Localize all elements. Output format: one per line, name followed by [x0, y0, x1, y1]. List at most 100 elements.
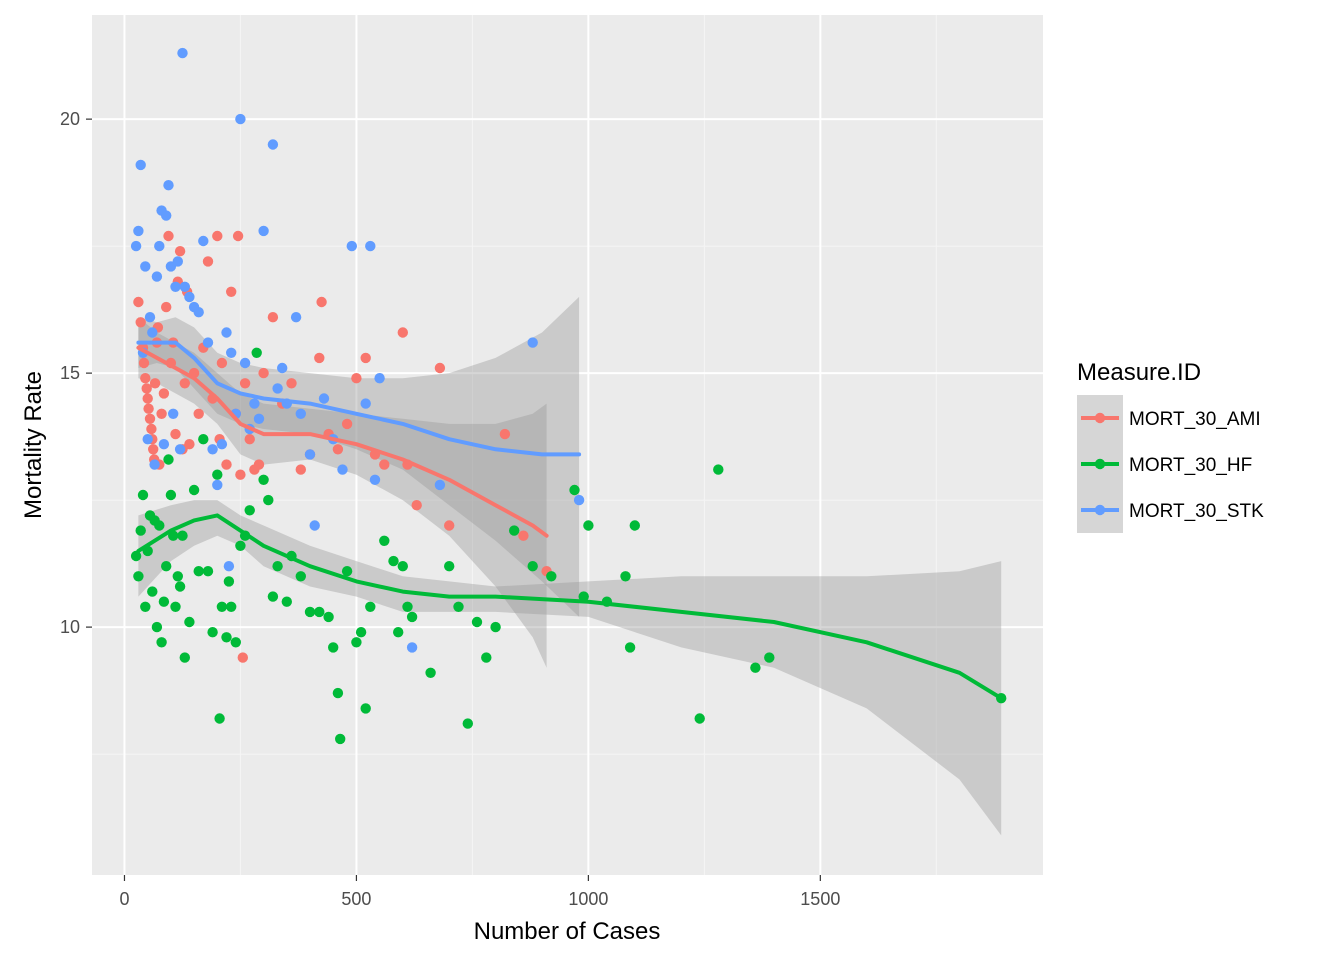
data-point-mort-30-hf [490, 621, 501, 633]
data-point-mort-30-stk [154, 240, 165, 252]
smooth-line-mort-30-hf [136, 513, 1004, 701]
data-point-mort-30-ami [221, 459, 232, 470]
data-point-mort-30-ami [161, 301, 172, 313]
data-point-mort-30-stk [184, 291, 195, 303]
data-point-mort-30-stk [406, 642, 418, 653]
data-point-mort-30-hf [332, 687, 344, 699]
data-point-mort-30-hf [165, 489, 177, 501]
data-point-mort-30-hf [130, 550, 142, 562]
data-point-mort-30-hf [258, 474, 269, 485]
data-point-mort-30-ami [158, 388, 170, 399]
data-point-mort-30-hf [341, 566, 353, 577]
data-point-mort-30-hf [694, 713, 705, 724]
data-point-mort-30-ami [444, 520, 455, 531]
data-point-mort-30-stk [226, 347, 237, 358]
data-point-mort-30-hf [360, 703, 371, 714]
data-point-mort-30-ami [499, 428, 511, 440]
data-point-mort-30-hf [453, 601, 464, 612]
smooth-lines [136, 340, 1004, 701]
x-axis-title: Number of Cases [474, 918, 661, 945]
data-point-mort-30-stk [337, 464, 348, 475]
data-point-mort-30-ami [146, 423, 157, 435]
data-point-mort-30-ami [379, 459, 390, 470]
legend-keys: MORT_30_AMI MORT_30_HF MORT_30_STK [1077, 395, 1264, 533]
data-point-mort-30-hf [154, 520, 165, 531]
data-point-mort-30-stk [527, 337, 538, 348]
data-point-mort-30-hf [147, 586, 158, 597]
data-point-mort-30-hf [750, 662, 761, 673]
data-point-mort-30-hf [177, 530, 188, 541]
data-point-mort-30-hf [713, 464, 724, 475]
data-point-mort-30-stk [140, 261, 151, 272]
data-point-mort-30-stk [374, 373, 385, 384]
data-point-mort-30-stk [434, 479, 446, 491]
data-point-mort-30-ami [235, 469, 246, 480]
data-point-mort-30-hf [546, 571, 557, 582]
data-point-mort-30-stk [258, 225, 269, 237]
data-point-mort-30-ami [411, 500, 422, 511]
data-point-mort-30-ami [360, 352, 371, 364]
legend-key-point [1094, 504, 1106, 516]
y-tick-label: 20 [60, 109, 80, 129]
data-point-mort-30-hf [244, 505, 255, 516]
y-tick-label: 10 [60, 617, 80, 637]
data-point-mort-30-hf [481, 652, 492, 663]
legend-title: Measure.ID [1077, 359, 1201, 386]
data-point-mort-30-hf [295, 571, 306, 582]
data-point-mort-30-ami [434, 362, 446, 374]
data-point-mort-30-ami [216, 357, 228, 369]
data-point-mort-30-stk [267, 139, 279, 150]
data-point-mort-30-stk [235, 113, 246, 125]
smooth-line-mort-30-ami [136, 345, 549, 538]
data-point-mort-30-ami [397, 327, 408, 338]
data-point-mort-30-stk [309, 520, 320, 531]
data-point-mort-30-stk [216, 439, 228, 450]
data-point-mort-30-stk [142, 434, 153, 445]
data-point-mort-30-hf [355, 627, 367, 638]
data-point-mort-30-stk [239, 357, 251, 369]
data-point-mort-30-ami [341, 418, 353, 430]
data-point-mort-30-hf [314, 606, 325, 618]
data-point-mort-30-hf [174, 581, 186, 592]
data-point-mort-30-hf [251, 347, 262, 358]
data-point-mort-30-hf [193, 566, 204, 577]
data-point-mort-30-stk [212, 479, 223, 491]
data-point-mort-30-stk [130, 240, 142, 252]
data-point-mort-30-hf [397, 561, 408, 572]
data-point-mort-30-ami [253, 459, 265, 470]
data-point-mort-30-stk [147, 327, 158, 338]
legend-label: MORT_30_HF [1129, 455, 1252, 476]
data-point-mort-30-ami [138, 357, 150, 369]
data-point-mort-30-stk [135, 159, 146, 171]
data-point-mort-30-hf [235, 540, 246, 551]
data-point-mort-30-hf [161, 561, 172, 572]
confidence-band-mort-30-hf [138, 500, 1002, 836]
data-point-mort-30-hf [263, 494, 274, 506]
data-point-mort-30-ami [212, 230, 223, 242]
data-point-mort-30-hf [158, 596, 170, 607]
data-point-mort-30-hf [172, 571, 183, 582]
data-point-mort-30-hf [388, 555, 399, 567]
data-point-mort-30-stk [170, 281, 181, 292]
data-point-mort-30-hf [216, 601, 228, 612]
data-point-mort-30-stk [272, 383, 283, 394]
data-point-mort-30-stk [149, 459, 160, 470]
data-point-mort-30-hf [202, 566, 214, 577]
data-point-mort-30-ami [141, 383, 152, 394]
data-point-mort-30-stk [223, 561, 235, 572]
y-tick-label: 15 [60, 363, 80, 383]
data-point-mort-30-hf [221, 632, 232, 643]
data-point-mort-30-stk [318, 393, 330, 404]
data-point-mort-30-stk [202, 337, 214, 348]
grid-major [92, 15, 1043, 875]
data-point-mort-30-ami [148, 444, 159, 455]
data-point-mort-30-ami [232, 230, 244, 242]
data-point-mort-30-hf [170, 601, 181, 612]
data-point-mort-30-hf [223, 576, 235, 587]
data-point-mort-30-stk [249, 398, 260, 409]
data-point-mort-30-hf [335, 733, 346, 745]
data-point-mort-30-hf [135, 525, 146, 536]
confidence-band-mort-30-stk [138, 296, 580, 617]
data-point-mort-30-hf [425, 667, 436, 678]
